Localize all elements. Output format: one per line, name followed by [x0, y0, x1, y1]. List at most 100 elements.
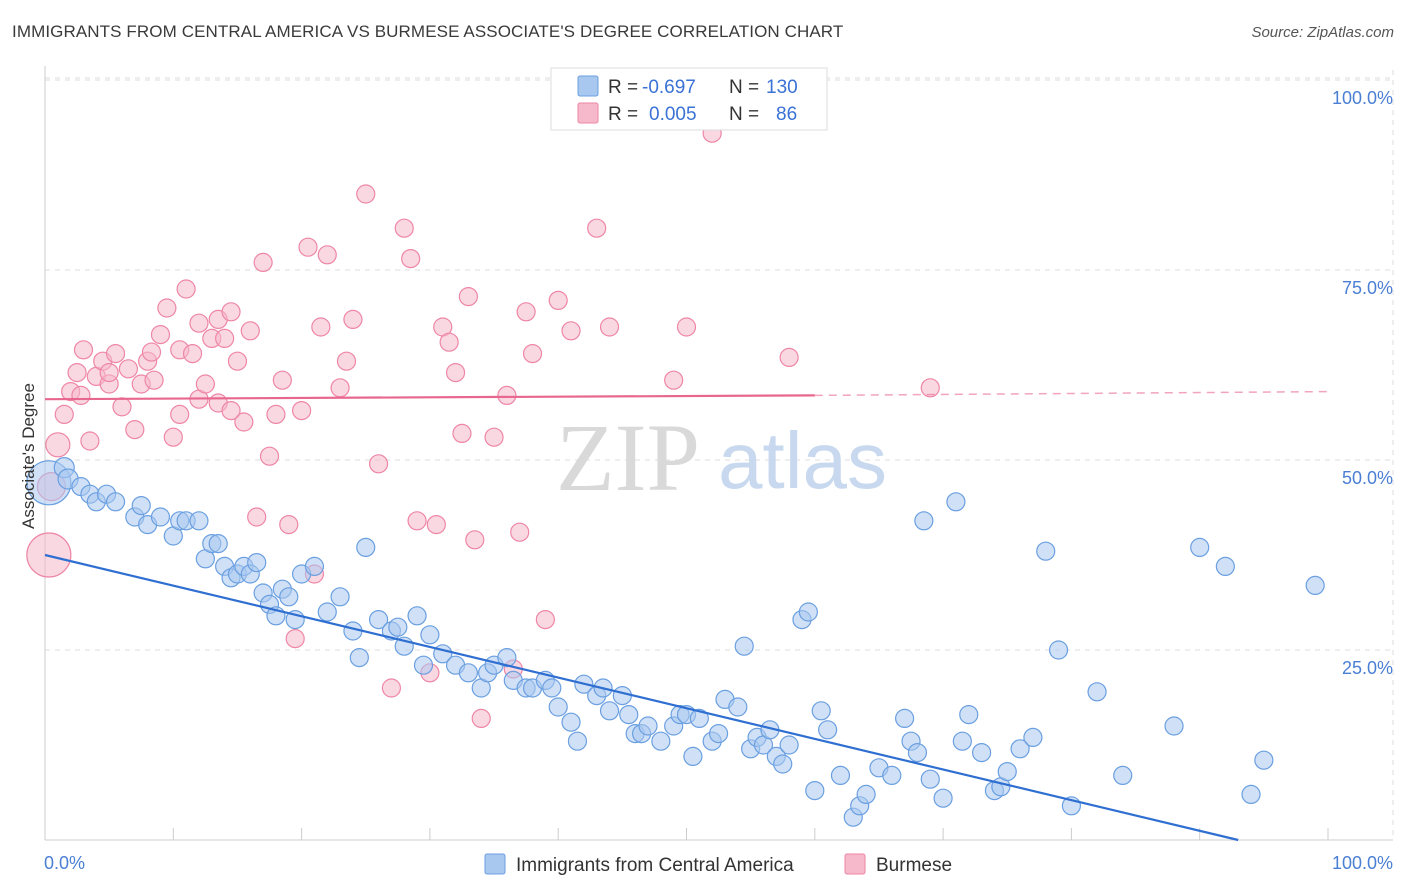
central-america-point — [1087, 682, 1107, 702]
central-america-point — [638, 716, 658, 736]
burmese-point — [587, 218, 607, 238]
central-america-point — [1305, 575, 1325, 596]
burmese-point — [141, 342, 162, 362]
central-america-point — [805, 780, 825, 801]
central-america-point — [1023, 727, 1043, 748]
burmese-point — [118, 359, 138, 379]
burmese-point — [497, 385, 517, 405]
central-america-point — [734, 636, 754, 656]
legend-n-label-pink: N = — [729, 104, 759, 125]
burmese-point — [266, 404, 286, 424]
burmese-point — [170, 404, 190, 424]
burmese-point — [445, 363, 466, 383]
burmese-point — [298, 237, 318, 257]
watermark-atlas: atlas — [718, 416, 887, 505]
central-america-point — [317, 602, 337, 622]
y-tick-labels: 25.0% 50.0% 75.0% 100.0% — [1332, 88, 1393, 678]
chart-title: IMMIGRANTS FROM CENTRAL AMERICA VS BURME… — [12, 22, 844, 41]
central-america-point — [599, 701, 620, 721]
x-tick-labels: 0.0% 100.0% — [44, 853, 1393, 873]
central-america-point — [946, 492, 966, 512]
central-america-points — [26, 457, 1325, 827]
bottom-legend-swatch-pink — [844, 853, 866, 875]
burmese-point — [80, 431, 100, 451]
series-legend: Immigrants from Central America Burmese — [484, 853, 952, 876]
central-america-point — [567, 731, 588, 751]
burmese-point — [215, 328, 235, 348]
watermark: ZIP atlas — [556, 404, 887, 511]
central-america-point — [420, 625, 440, 645]
burmese-point — [71, 385, 91, 405]
burmese-point — [99, 363, 119, 383]
burmese-point — [535, 609, 555, 630]
central-america-point — [131, 496, 151, 516]
burmese-point — [240, 321, 260, 341]
central-america-point — [830, 765, 851, 786]
legend-swatch-pink — [577, 102, 599, 124]
bottom-legend-swatch-blue — [484, 853, 506, 875]
axes — [44, 66, 1393, 841]
central-america-point — [105, 492, 126, 512]
y-tick-label: 75.0% — [1342, 278, 1393, 298]
burmese-point — [272, 370, 292, 390]
burmese-point — [105, 344, 126, 364]
burmese-point — [112, 397, 132, 417]
burmese-point — [561, 321, 581, 341]
central-america-trendline — [44, 553, 1239, 842]
central-america-point — [548, 697, 568, 717]
burmese-point — [221, 401, 241, 421]
burmese-point — [259, 446, 280, 466]
central-america-point — [458, 663, 478, 683]
central-america-point — [542, 678, 562, 698]
central-america-point — [1048, 640, 1069, 660]
burmese-point — [182, 344, 203, 364]
central-america-point — [561, 712, 581, 732]
burmese-point — [317, 245, 337, 265]
burmese-point — [439, 332, 459, 352]
central-america-point — [1036, 541, 1056, 561]
central-america-point — [247, 552, 267, 573]
bottom-legend-label-pink: Burmese — [876, 855, 952, 876]
central-america-point — [689, 708, 709, 729]
burmese-point — [330, 378, 350, 398]
central-america-point — [304, 556, 325, 577]
legend-r-value-pink: 0.005 — [649, 104, 697, 125]
burmese-point — [516, 302, 536, 322]
burmese-point — [452, 423, 472, 443]
burmese-point — [253, 252, 273, 272]
bottom-legend-label-blue: Immigrants from Central America — [516, 855, 794, 876]
central-america-point — [619, 704, 639, 725]
central-america-point — [208, 533, 228, 554]
burmese-point — [54, 404, 74, 424]
burmese-point — [157, 298, 177, 318]
central-america-point — [683, 746, 703, 767]
burmese-point — [664, 370, 684, 390]
trendlines — [44, 390, 1329, 842]
burmese-point — [522, 344, 543, 364]
correlation-legend: R = -0.697 N = 130 R = 0.005 N = 86 — [550, 67, 828, 131]
y-tick-label: 25.0% — [1342, 658, 1393, 678]
y-axis-label: Associate's Degree — [19, 383, 38, 529]
central-america-point — [189, 511, 209, 531]
burmese-point — [407, 511, 427, 531]
burmese-point — [279, 514, 299, 535]
burmese-point — [394, 218, 414, 238]
burmese-point — [548, 290, 568, 310]
burmese-point — [292, 401, 312, 421]
burmese-point — [176, 279, 196, 299]
burmese-point — [73, 340, 94, 360]
burmese-point — [163, 427, 183, 447]
central-america-point — [798, 602, 818, 622]
x-tick-label: 0.0% — [44, 853, 85, 873]
central-america-point — [895, 708, 915, 729]
central-america-point — [1010, 739, 1030, 759]
central-america-point — [811, 701, 831, 721]
central-america-point — [1164, 716, 1184, 736]
central-america-point — [150, 507, 171, 527]
burmese-point — [779, 347, 799, 367]
legend-n-label-blue: N = — [729, 77, 759, 98]
burmese-point — [343, 309, 363, 329]
legend-n-value-blue: 130 — [766, 77, 798, 98]
central-america-point — [882, 765, 902, 786]
